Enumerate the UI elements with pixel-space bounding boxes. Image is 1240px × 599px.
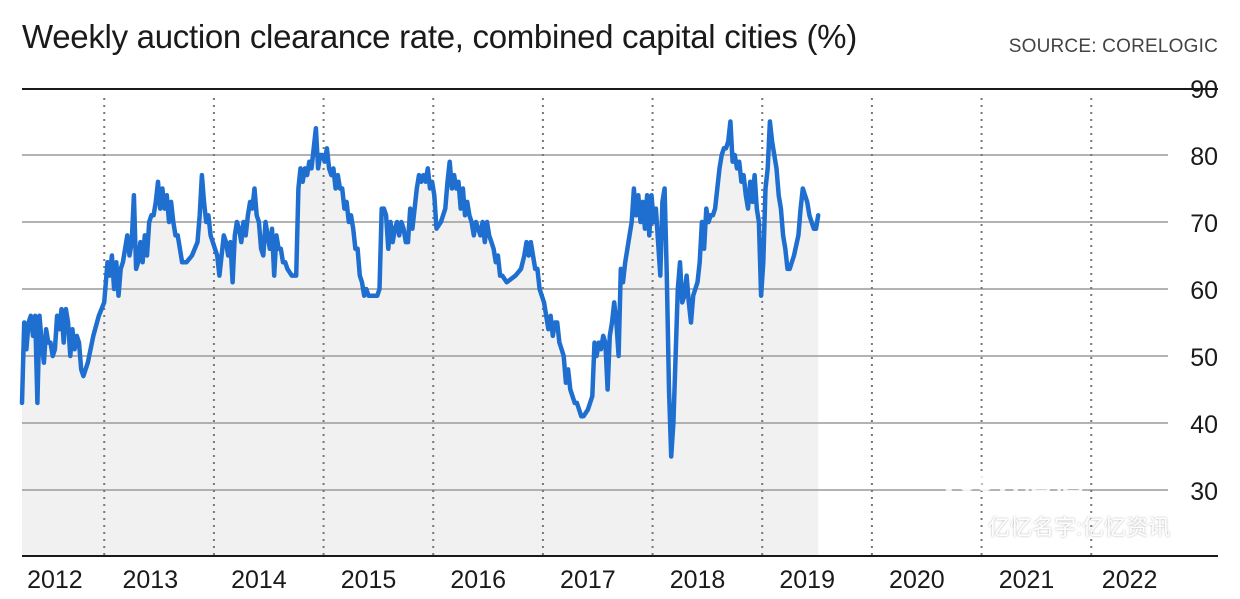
x-tick-label-2012: 2012 xyxy=(27,566,83,594)
x-tick-label-2014: 2014 xyxy=(231,566,287,594)
watermark-text: 亿忆名字:亿忆资讯 xyxy=(988,515,1171,540)
watermark-logo: veeyi亿忆 xyxy=(940,462,1085,498)
x-tick-label-2017: 2017 xyxy=(560,566,616,594)
y-tick-label-80: 80 xyxy=(1190,143,1218,171)
series-line xyxy=(19,119,821,459)
y-tick-label-30: 30 xyxy=(1190,478,1218,506)
x-tick-label-2021: 2021 xyxy=(999,566,1055,594)
source-label: SOURCE: CORELOGIC xyxy=(1008,36,1218,57)
x-tick-label-2022: 2022 xyxy=(1102,566,1158,594)
area-fill xyxy=(22,121,819,556)
x-tick-label-2019: 2019 xyxy=(779,566,835,594)
x-tick-label-2020: 2020 xyxy=(889,566,945,594)
y-tick-label-50: 50 xyxy=(1190,344,1218,372)
chart-title: Weekly auction clearance rate, combined … xyxy=(22,18,857,55)
y-tick-label-40: 40 xyxy=(1190,411,1218,439)
y-tick-label-70: 70 xyxy=(1190,210,1218,238)
x-tick-label-2018: 2018 xyxy=(670,566,726,594)
x-tick-label-2016: 2016 xyxy=(450,566,506,594)
y-tick-label-60: 60 xyxy=(1190,277,1218,305)
x-tick-label-2015: 2015 xyxy=(341,566,397,594)
x-tick-label-2013: 2013 xyxy=(122,566,178,594)
